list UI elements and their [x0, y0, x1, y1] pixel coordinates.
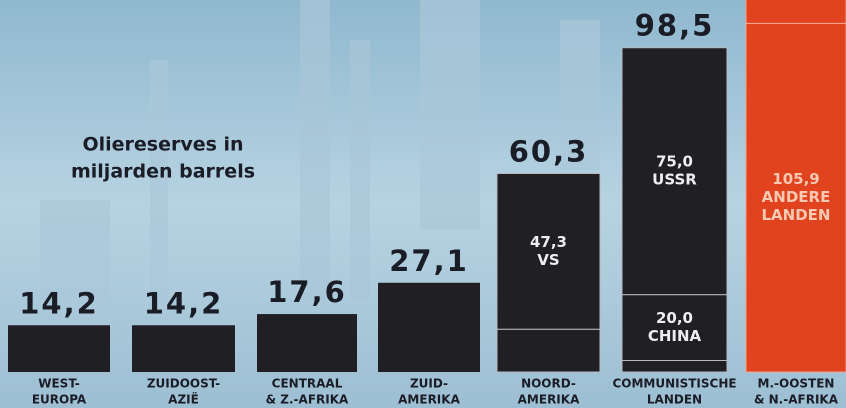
value-label: 27,1 [389, 244, 469, 278]
value-label: 14,2 [19, 286, 99, 320]
chart: Oliereserves in miljarden barrels 14,2 WE… [0, 0, 846, 408]
bar [257, 314, 357, 372]
x-tick-label: ZUID- [410, 377, 448, 391]
value-label: 98,5 [635, 9, 715, 43]
segment-label: 20,0 [656, 309, 693, 327]
x-tick-label: CENTRAAL [272, 377, 343, 391]
segment-label: 105,9 [772, 170, 819, 188]
x-tick-label: WEST- [38, 377, 79, 391]
value-label: 17,6 [267, 275, 347, 309]
x-tick-label: & N.-AFRIKA [754, 393, 839, 407]
segment-label: 75,0 [656, 153, 693, 171]
value-label: 14,2 [144, 286, 224, 320]
bar [132, 325, 235, 372]
chart-title: Oliereserves in [82, 134, 243, 156]
bar-segment [622, 360, 727, 372]
segment-label: ANDERE [762, 188, 831, 206]
bar-segment [746, 0, 846, 23]
x-tick-label: AZIË [168, 392, 199, 407]
segment-label: CHINA [648, 327, 702, 345]
x-tick-label: M.-OOSTEN [758, 377, 835, 391]
x-tick-label: EUROPA [32, 393, 87, 407]
segment-label: VS [537, 251, 559, 269]
bar-segment [497, 329, 600, 372]
x-tick-label: COMMUNISTISCHE [612, 377, 736, 391]
x-tick-label: NOORD- [521, 377, 576, 391]
x-tick-label: ZUIDOOST- [147, 377, 220, 391]
segment-label: 47,3 [530, 233, 567, 251]
segment-label: USSR [652, 171, 697, 189]
x-tick-label: AMERIKA [518, 393, 580, 407]
x-tick-label: & Z.-AFRIKA [266, 393, 349, 407]
chart-title: miljarden barrels [71, 161, 255, 183]
segment-label: LANDEN [762, 206, 831, 224]
x-tick-label: LANDEN [647, 393, 702, 407]
bar [8, 325, 110, 372]
bar [378, 283, 480, 372]
x-tick-label: AMERIKA [398, 393, 460, 407]
value-label: 60,3 [509, 134, 589, 168]
